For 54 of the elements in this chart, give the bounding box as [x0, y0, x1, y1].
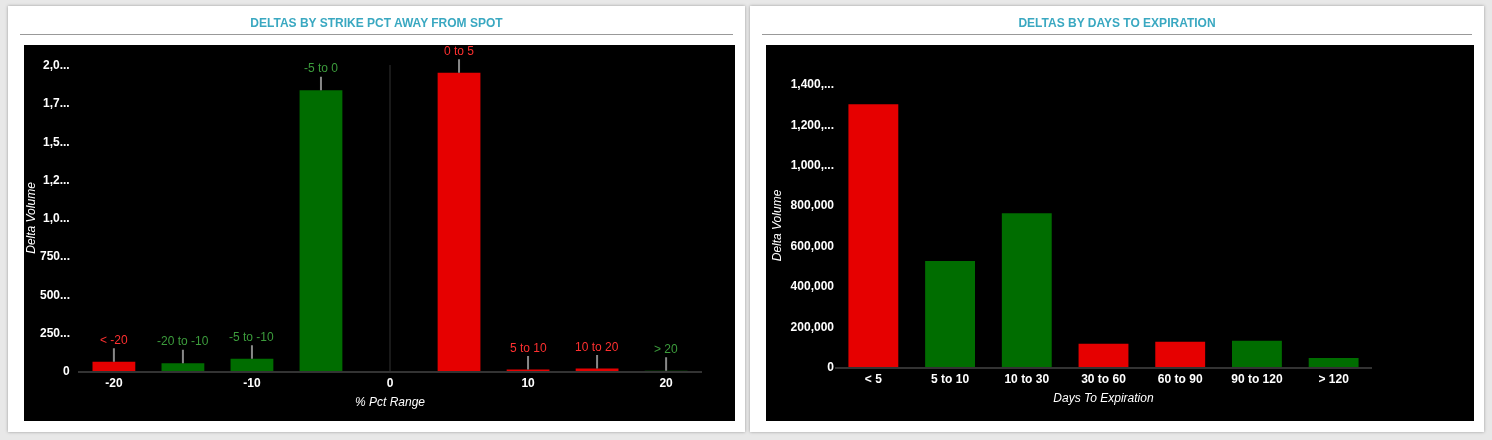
x-tick-label: 90 to 120	[1231, 372, 1283, 387]
bar	[925, 260, 975, 367]
x-axis-title: Days To Expiration	[1053, 390, 1154, 405]
annotation: 10 to 20	[575, 340, 619, 354]
y-axis-title: Delta Volume	[769, 189, 784, 262]
text: 1,5...	[43, 135, 70, 149]
x-tick-label: 30 to 60	[1081, 372, 1127, 387]
annotation: -5 to -10	[229, 330, 275, 344]
chart-title: DELTAS BY DAYS TO EXPIRATION	[762, 6, 1472, 35]
x-tick-label: 60 to 90	[1157, 372, 1203, 387]
annotation: -5 to 0	[304, 61, 339, 75]
y-tick-label: 600,000	[790, 238, 835, 253]
x-tick-label: 10 to 30	[1004, 372, 1050, 387]
x-tick-label: -10	[243, 376, 261, 391]
text: 750...	[40, 249, 71, 263]
y-tick-label: 1,000,...	[790, 158, 834, 173]
x-tick-label: > 120	[1318, 372, 1350, 387]
x-tick-label: < 5	[864, 372, 883, 387]
y-tick-label: 1,200,...	[790, 117, 834, 132]
annotation: 5 to 10	[510, 341, 548, 355]
bar	[1155, 341, 1206, 367]
bar	[161, 363, 205, 371]
x-tick-label: 10	[521, 376, 536, 391]
bar	[1232, 340, 1282, 367]
bar	[1078, 343, 1129, 367]
y-tick-label: 800,000	[790, 198, 835, 213]
annotation: 0 to 5	[444, 44, 475, 58]
bar	[1001, 213, 1052, 367]
y-tick-label: 1,400,...	[790, 77, 834, 92]
text: 250...	[40, 326, 71, 340]
text: 500...	[40, 288, 71, 302]
text: 1,2...	[43, 173, 70, 187]
y-tick-label: 200,000	[790, 319, 835, 334]
bar	[92, 361, 136, 371]
text: 2,0...	[43, 58, 70, 72]
bar	[437, 72, 481, 371]
x-axis-title: % Pct Range	[354, 394, 426, 409]
bar	[1308, 357, 1359, 367]
chart-title: DELTAS BY STRIKE PCT AWAY FROM SPOT	[20, 6, 733, 35]
annotation: > 20	[654, 342, 679, 356]
x-tick-label: 20	[659, 376, 674, 391]
annotation: < -20	[100, 333, 129, 347]
x-tick-label: 0	[386, 376, 394, 391]
text: 1,0...	[43, 211, 70, 225]
y-tick-label: 400,000	[790, 279, 835, 294]
annotation: -20 to -10	[157, 334, 209, 348]
bar	[230, 358, 274, 371]
y-tick-label: 0	[827, 360, 835, 375]
x-tick-label: -20	[105, 376, 123, 391]
x-tick-label: 5 to 10	[931, 372, 970, 387]
bar	[299, 90, 343, 371]
bar	[848, 104, 899, 367]
y-axis-title: Delta Volume	[24, 181, 38, 254]
text: 1,7...	[43, 96, 70, 110]
